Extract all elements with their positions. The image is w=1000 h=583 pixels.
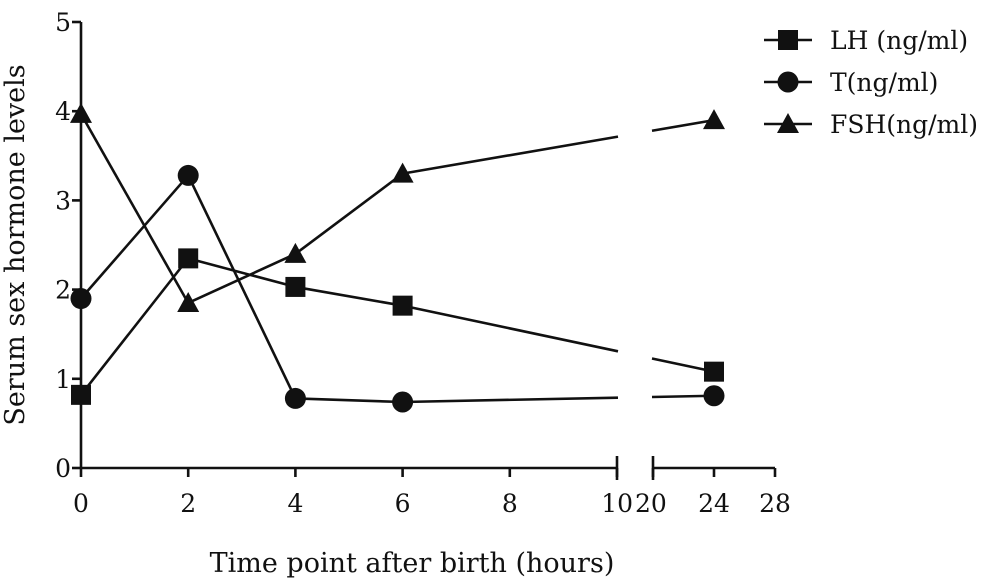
series-2 [70,164,725,413]
legend-item: LH (ng/ml) [764,26,968,55]
square-marker [71,384,91,405]
series-line-segment [79,257,190,396]
series-line-segment [294,172,404,255]
circle-marker [284,387,306,409]
legend-label: FSH(ng/ml) [830,110,978,139]
series-line-segment [187,174,297,399]
series-line-segment [402,304,619,353]
series-layer [70,102,725,413]
x-axis-ticks: 0 2 4 6 8 10 20 24 28 [73,468,791,518]
y-tick-label: 0 [55,454,71,483]
triangle-marker [284,242,307,263]
circle-marker [703,385,725,407]
series-line-segment [187,257,296,289]
circle-marker [70,288,92,310]
legend-label: T(ng/ml) [830,68,938,97]
y-tick-label: 2 [55,276,71,305]
x-tick-label: 0 [73,489,89,518]
triangle-marker [391,162,414,183]
x-tick-label: 2 [180,489,196,518]
series-line-segment [295,397,403,404]
series-line-segment [402,396,619,404]
y-tick-label: 1 [55,365,71,394]
y-tick-label: 3 [55,186,71,215]
square-marker [178,248,199,269]
square-marker [778,30,798,50]
x-tick-label: 6 [395,489,411,518]
square-marker [704,361,724,382]
x-tick-label: 20 [635,489,667,518]
x-tick-label: 28 [759,489,791,518]
series-line-segment [80,174,190,300]
legend-item: FSH(ng/ml) [764,110,978,139]
x-tick-label: 4 [287,489,303,518]
triangle-marker [70,102,92,123]
circle-marker [777,71,799,93]
square-marker [392,295,413,316]
square-marker [285,276,306,297]
legend-item: T(ng/ml) [764,68,938,97]
triangle-marker [777,113,799,133]
circle-marker [177,164,199,186]
series-line-segment [651,118,715,133]
series-1 [71,248,724,405]
x-axis-label: Time point after birth (hours) [210,548,615,579]
x-tick-label: 8 [502,489,518,518]
y-tick-label: 5 [55,8,71,37]
legend: LH (ng/ml) T(ng/ml) FSH(ng/ml) [764,26,978,139]
series-line-segment [402,135,619,175]
y-axis-ticks: 0 1 2 3 4 5 [55,8,81,483]
x-tick-label: 10 [601,489,633,518]
triangle-marker [703,109,725,130]
series-line-segment [295,285,403,307]
circle-marker [392,391,414,413]
legend-label: LH (ng/ml) [830,26,968,55]
series-line-segment [187,252,296,305]
y-axis-label: Serum sex hormone levels [0,64,31,425]
triangle-marker [177,291,200,312]
series-3 [70,102,725,312]
series-line-segment [79,113,190,304]
series-line-segment [651,357,715,373]
x-tick-label: 24 [698,489,730,518]
y-tick-label: 4 [55,97,71,126]
